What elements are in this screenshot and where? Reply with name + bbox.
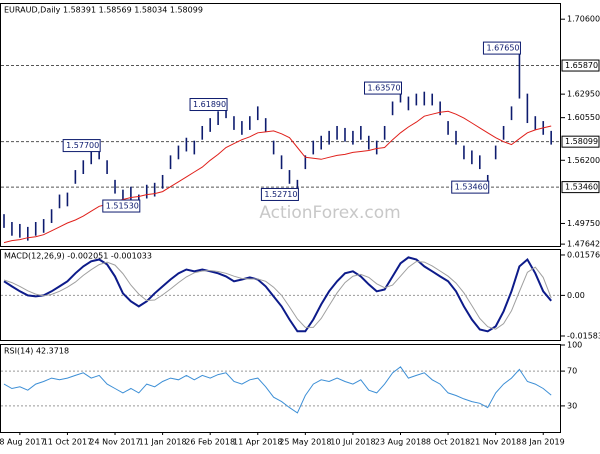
y-tick-label: 1.49750	[567, 219, 600, 228]
data-line	[3, 110, 552, 244]
y-tick-label: 0.00	[567, 291, 585, 300]
level-label: 1.58099	[565, 137, 598, 146]
x-tick-label: 28 Aug 2017	[0, 438, 45, 447]
y-tick-label: 1.60550	[567, 113, 600, 122]
annotation-box	[364, 81, 402, 95]
x-tick-label: 8 Oct 2018	[426, 438, 470, 447]
annotation-box	[189, 98, 228, 112]
annotation-label: 1.51530	[106, 202, 139, 211]
panel-frame	[0, 3, 561, 247]
panel-frame	[0, 344, 561, 433]
y-tick-label: 1.47642	[567, 240, 600, 249]
annotation-label: 1.67650	[486, 44, 519, 53]
x-tick-label: 10 Jul 2018	[330, 438, 375, 447]
x-tick-label: 25 May 2018	[279, 438, 331, 447]
y-tick-label: -0.015834	[567, 331, 600, 340]
annotation-box	[260, 187, 299, 201]
annotation-box	[102, 199, 141, 213]
level-box	[561, 135, 600, 148]
annotation-box	[451, 180, 490, 194]
x-tick-label: 11 Oct 2017	[43, 438, 92, 447]
panel-title: MACD(12,26,9) -0.002051 -0.001033	[4, 252, 152, 261]
level-label: 1.53460	[565, 183, 598, 192]
annotation-label: 1.53460	[455, 183, 488, 192]
data-line	[3, 256, 552, 333]
annotation-box	[482, 41, 521, 55]
y-tick-label: 100	[567, 341, 582, 350]
y-tick-label: 1.70600	[567, 15, 600, 24]
level-box	[561, 181, 600, 194]
y-tick-label: 1.62950	[567, 90, 600, 99]
annotation-label: 1.63570	[368, 84, 401, 93]
annotation-label: 1.57700	[66, 141, 99, 150]
x-tick-label: 23 Aug 2018	[375, 438, 426, 447]
panel-title: EURAUD,Daily 1.58391 1.58569 1.58034 1.5…	[4, 6, 203, 15]
data-line	[3, 366, 552, 414]
y-tick-label: 0.015762	[567, 250, 600, 259]
annotation-label: 1.52710	[264, 190, 297, 199]
y-tick-label: 70	[567, 367, 577, 376]
annotation-label: 1.61890	[193, 100, 226, 109]
x-tick-label: 24 Nov 2017	[89, 438, 140, 447]
level-box	[561, 59, 600, 72]
y-tick-label: 1.56200	[567, 156, 600, 165]
x-tick-label: 8 Jan 2019	[522, 438, 565, 447]
panel-frame	[0, 249, 561, 341]
x-tick-label: 11 Jan 2018	[139, 438, 187, 447]
watermark: ActionForex.com	[259, 203, 400, 223]
y-tick-label: 30	[567, 401, 577, 410]
annotation-box	[62, 139, 101, 153]
panel-title: RSI(14) 42.3718	[4, 347, 69, 356]
x-tick-label: 21 Nov 2018	[470, 438, 521, 447]
data-line	[3, 260, 552, 330]
x-tick-label: 26 Feb 2018	[185, 438, 235, 447]
level-label: 1.65870	[565, 61, 598, 70]
x-tick-label: 11 Apr 2018	[233, 438, 282, 447]
